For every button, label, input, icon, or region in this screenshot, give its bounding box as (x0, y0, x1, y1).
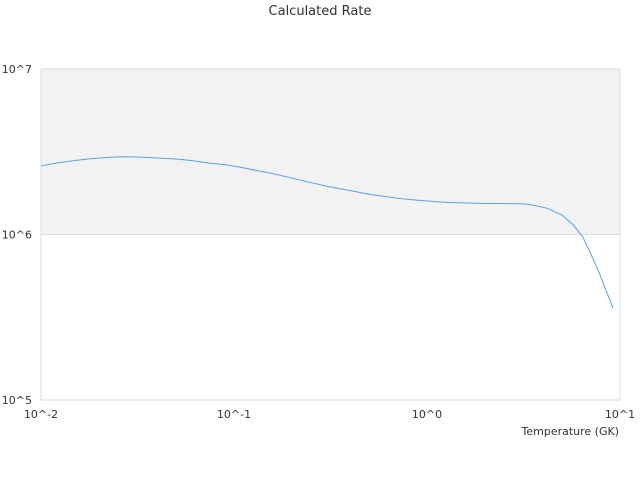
grid-lines (40, 68, 621, 401)
x-tick-label: 10^1 (605, 408, 635, 421)
x-axis-title: Temperature (GK) (521, 425, 620, 438)
shaded-band (41, 69, 620, 235)
plot-background (41, 69, 620, 235)
series-line-0 (40, 156, 614, 309)
y-tick-label: 10^6 (2, 229, 32, 242)
series-layer (40, 156, 614, 309)
y-axis-ticks: 10^5 10^6 10^7 (2, 63, 32, 407)
x-tick-label: 10^-2 (24, 408, 58, 421)
chart-title: Calculated Rate (268, 4, 372, 19)
x-tick-label: 10^-1 (217, 408, 251, 421)
y-tick-label: 10^5 (2, 394, 32, 407)
x-tick-label: 10^0 (412, 408, 442, 421)
y-tick-label: 10^7 (2, 63, 32, 76)
x-axis-ticks: 10^-2 10^-1 10^0 10^1 (24, 408, 635, 421)
